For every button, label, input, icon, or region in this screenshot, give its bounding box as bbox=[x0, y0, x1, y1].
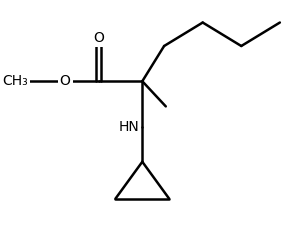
Text: CH₃: CH₃ bbox=[2, 74, 28, 88]
Text: HN: HN bbox=[118, 120, 139, 134]
Text: O: O bbox=[60, 74, 70, 88]
Text: O: O bbox=[93, 31, 104, 45]
